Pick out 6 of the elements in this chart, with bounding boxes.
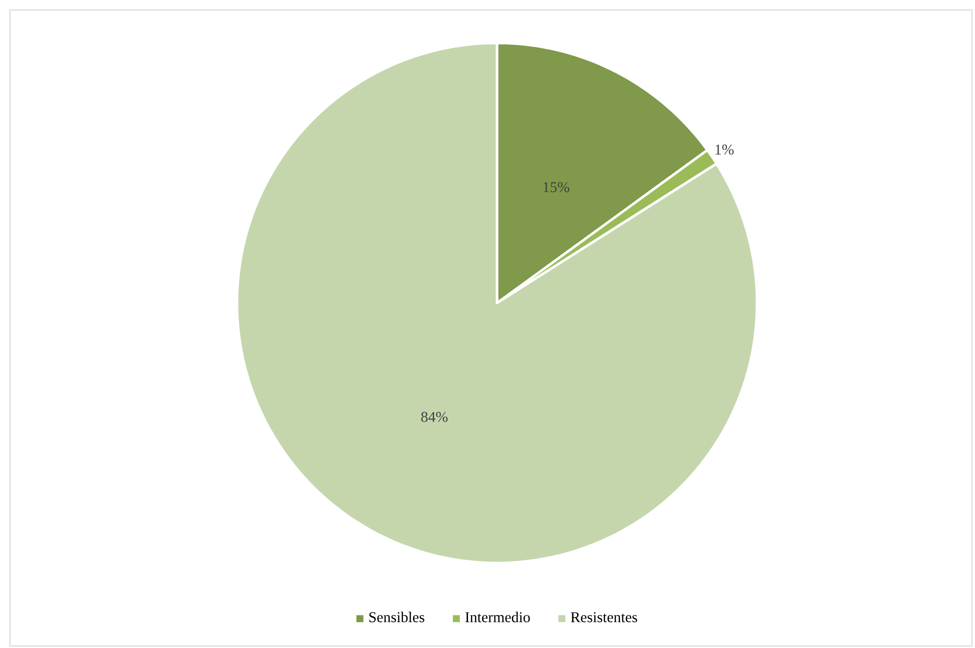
legend-label: Sensibles [369,612,424,622]
data-label: 1% [716,144,734,155]
legend-label: Intermedio [465,612,530,622]
legend-label: Resistentes [570,612,638,622]
data-label: 84% [421,412,448,422]
data-label: 15% [544,182,570,192]
